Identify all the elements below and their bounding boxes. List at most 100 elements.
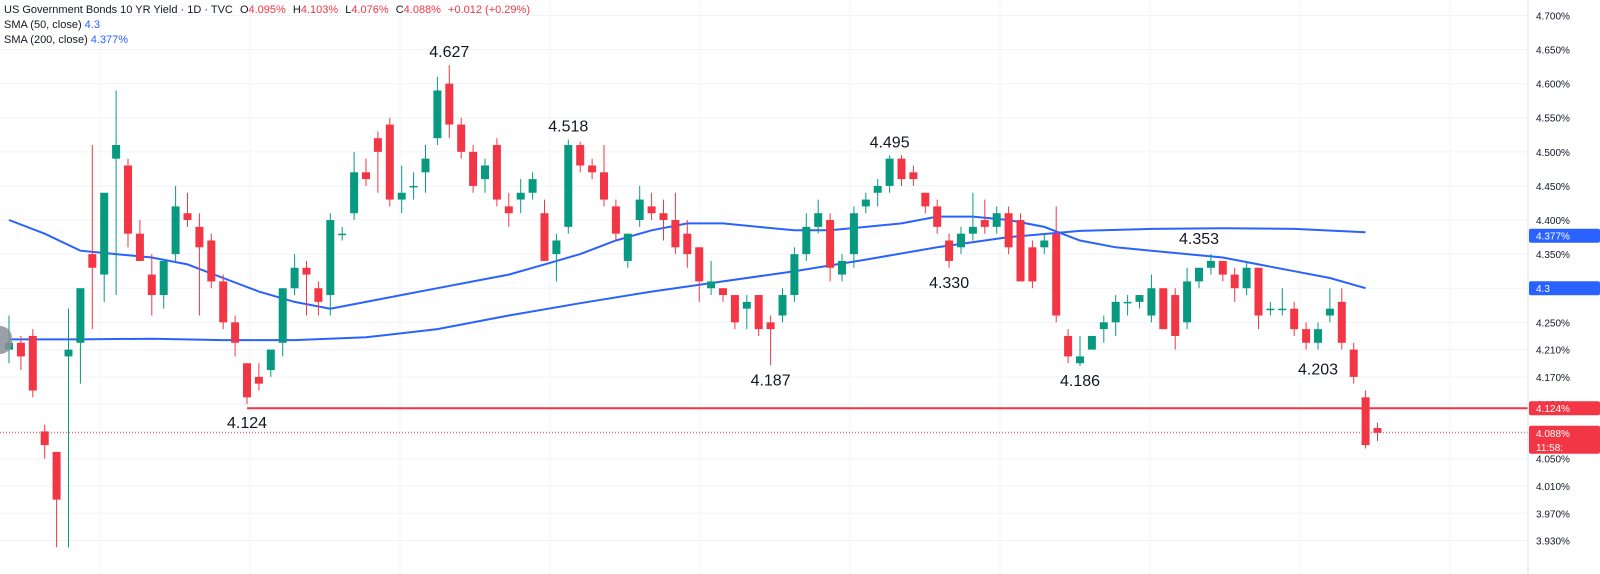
candle[interactable] <box>1028 240 1037 289</box>
sma50-row[interactable]: SMA (50, close) 4.3 <box>4 18 534 33</box>
candle[interactable] <box>1373 422 1382 441</box>
candle[interactable] <box>1123 295 1132 316</box>
candle[interactable] <box>1052 206 1061 323</box>
candle[interactable] <box>873 179 882 207</box>
candle[interactable] <box>1076 335 1084 366</box>
candle[interactable] <box>885 155 894 193</box>
candle[interactable] <box>1266 301 1275 316</box>
candle[interactable] <box>707 260 716 296</box>
candle[interactable] <box>849 206 858 268</box>
candle[interactable] <box>814 199 823 234</box>
candle[interactable] <box>957 226 965 255</box>
candle[interactable] <box>243 363 251 405</box>
candle[interactable] <box>1087 335 1096 350</box>
candle[interactable] <box>528 172 537 200</box>
candle[interactable] <box>921 192 930 214</box>
candle[interactable] <box>124 158 132 248</box>
candle[interactable] <box>1242 260 1251 296</box>
candle[interactable] <box>1040 233 1049 255</box>
candle[interactable] <box>540 199 549 261</box>
candle[interactable] <box>1278 288 1287 316</box>
candle[interactable] <box>1135 295 1144 309</box>
candle[interactable] <box>350 151 359 221</box>
candle[interactable] <box>611 199 620 241</box>
candle[interactable] <box>635 185 644 227</box>
candle[interactable] <box>207 233 216 289</box>
candle[interactable] <box>766 315 775 366</box>
candle[interactable] <box>623 233 632 268</box>
candle[interactable] <box>1337 288 1346 350</box>
candle[interactable] <box>421 145 430 193</box>
candle[interactable] <box>219 274 228 330</box>
candle[interactable] <box>826 213 835 282</box>
candle[interactable] <box>730 295 739 330</box>
candle[interactable] <box>838 254 846 282</box>
last-price-badge[interactable] <box>1529 425 1600 454</box>
candle[interactable] <box>278 288 287 357</box>
candle[interactable] <box>600 145 608 207</box>
candle[interactable] <box>290 254 299 296</box>
candle[interactable] <box>1361 390 1370 449</box>
candle[interactable] <box>362 158 370 186</box>
candle[interactable] <box>588 158 597 180</box>
candle[interactable] <box>481 158 489 193</box>
candle[interactable] <box>1016 213 1025 282</box>
candle[interactable] <box>40 424 49 459</box>
price-axis[interactable]: 4.700% 4.650% 4.600% 4.550% 4.500% 4.450% 4.40… <box>1527 0 1600 574</box>
candle[interactable] <box>778 288 787 323</box>
candle[interactable] <box>16 335 25 371</box>
candle[interactable] <box>683 220 692 268</box>
candle[interactable] <box>1302 322 1311 350</box>
support-badge[interactable] <box>1529 401 1600 416</box>
candle[interactable] <box>695 247 704 302</box>
candle[interactable] <box>659 199 668 241</box>
candle[interactable] <box>516 179 525 214</box>
candle[interactable] <box>790 247 799 302</box>
candle[interactable] <box>433 76 442 146</box>
candle[interactable] <box>231 315 240 357</box>
candle[interactable] <box>1349 342 1358 384</box>
candle[interactable] <box>671 192 680 255</box>
candle[interactable] <box>445 65 454 139</box>
candle[interactable] <box>1314 322 1322 350</box>
candle[interactable] <box>933 199 942 234</box>
candle[interactable] <box>183 192 192 227</box>
candle[interactable] <box>409 172 418 200</box>
candle[interactable] <box>1218 260 1227 282</box>
candle[interactable] <box>992 206 1001 234</box>
candle[interactable] <box>564 139 573 234</box>
candle[interactable] <box>147 254 156 316</box>
candle[interactable] <box>1230 267 1239 302</box>
candle[interactable] <box>909 165 918 186</box>
candle[interactable] <box>1111 295 1120 336</box>
drag-handle-icon[interactable] <box>0 326 12 354</box>
candle[interactable] <box>159 260 168 309</box>
candle[interactable] <box>1171 288 1180 350</box>
candle[interactable] <box>266 349 275 377</box>
candle[interactable] <box>302 260 311 316</box>
candle[interactable] <box>1099 315 1108 343</box>
candle[interactable] <box>1004 206 1013 255</box>
candle[interactable] <box>88 145 97 330</box>
candle[interactable] <box>64 308 73 548</box>
candle[interactable] <box>945 233 954 268</box>
candle[interactable] <box>742 295 751 330</box>
candle[interactable] <box>469 145 478 193</box>
candle[interactable] <box>1147 274 1156 323</box>
candle[interactable] <box>385 117 394 207</box>
candle[interactable] <box>861 192 870 214</box>
candle[interactable] <box>802 213 811 261</box>
candle[interactable] <box>326 213 335 316</box>
candle[interactable] <box>112 90 121 296</box>
candle[interactable] <box>647 192 656 221</box>
candle[interactable] <box>52 451 61 548</box>
candle[interactable] <box>980 199 989 234</box>
candle[interactable] <box>1064 329 1073 364</box>
candle[interactable] <box>373 131 382 193</box>
sma200-badge[interactable] <box>1529 228 1600 243</box>
candle[interactable] <box>338 226 347 241</box>
candle[interactable] <box>397 165 406 214</box>
candle[interactable] <box>1195 267 1203 289</box>
candle[interactable] <box>135 220 144 261</box>
